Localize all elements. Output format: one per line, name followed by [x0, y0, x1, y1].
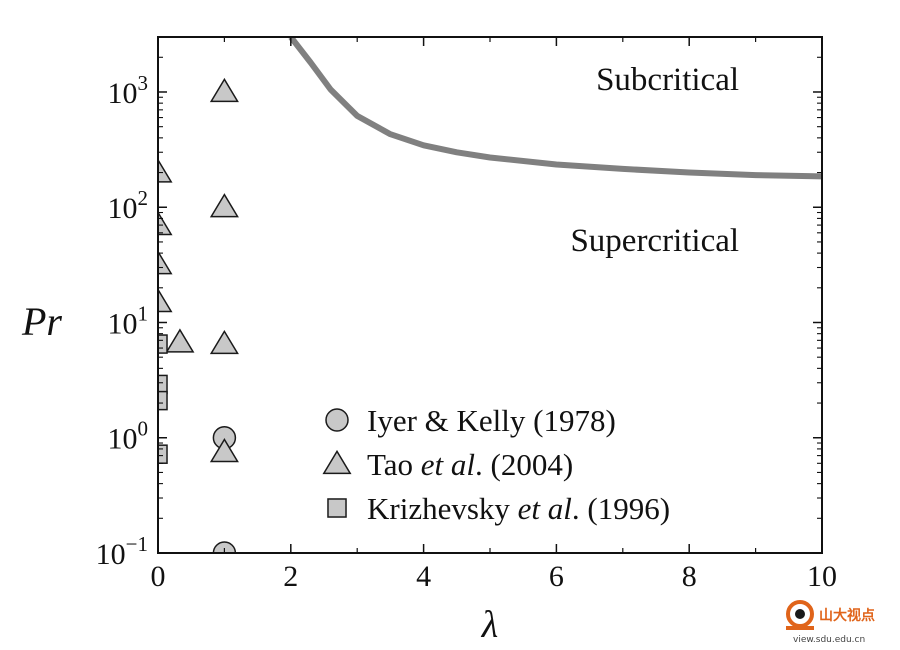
y-tick-label: 10−1	[96, 532, 148, 571]
y-tick-label: 100	[108, 417, 149, 456]
watermark-url: view.sdu.edu.cn	[793, 635, 865, 645]
data-point-triangle-0	[158, 158, 173, 183]
x-tick-label: 6	[549, 560, 564, 593]
data-point-triangle-1	[158, 210, 173, 236]
data-point-triangle-8	[209, 438, 239, 463]
region-label: Supercritical	[570, 223, 739, 259]
y-tick-label: 102	[108, 186, 149, 225]
legend-marker-square	[327, 498, 347, 518]
watermark-text: 山大视点	[819, 607, 875, 624]
legend-label: Iyer & Kelly (1978)	[367, 403, 616, 438]
data-point-square-0	[158, 334, 168, 354]
legend-label: Tao et al. (2004)	[367, 447, 573, 482]
x-tick-label: 2	[283, 560, 298, 593]
x-tick-label: 0	[151, 560, 166, 593]
x-tick-label: 8	[682, 560, 697, 593]
boundary-curve	[288, 37, 822, 180]
watermark-logo: 山大视点 view.sdu.edu.cn	[786, 600, 875, 645]
legend-label: Krizhevsky et al. (1996)	[367, 491, 670, 526]
x-tick-label: 4	[416, 560, 431, 593]
x-tick-label: 10	[807, 560, 837, 593]
data-point-square-1	[158, 374, 168, 395]
legend-marker-circle	[325, 408, 349, 432]
data-point-square-3	[158, 444, 168, 464]
data-point-circle-1	[212, 541, 237, 553]
legend-marker-triangle	[322, 449, 352, 475]
data-point-triangle-4	[165, 328, 195, 353]
data-point-triangle-3	[158, 288, 173, 313]
data-point-triangle-5	[209, 77, 239, 103]
x-axis-label: λ	[481, 604, 498, 646]
y-tick-label: 101	[108, 301, 149, 340]
data-point-triangle-2	[158, 250, 173, 275]
data-point-triangle-6	[209, 193, 239, 218]
region-label: Subcritical	[596, 62, 739, 98]
y-axis-label: Pr	[21, 299, 62, 344]
y-tick-label: 103	[108, 71, 149, 110]
data-point-square-2	[158, 390, 168, 411]
data-point-triangle-7	[209, 329, 239, 355]
